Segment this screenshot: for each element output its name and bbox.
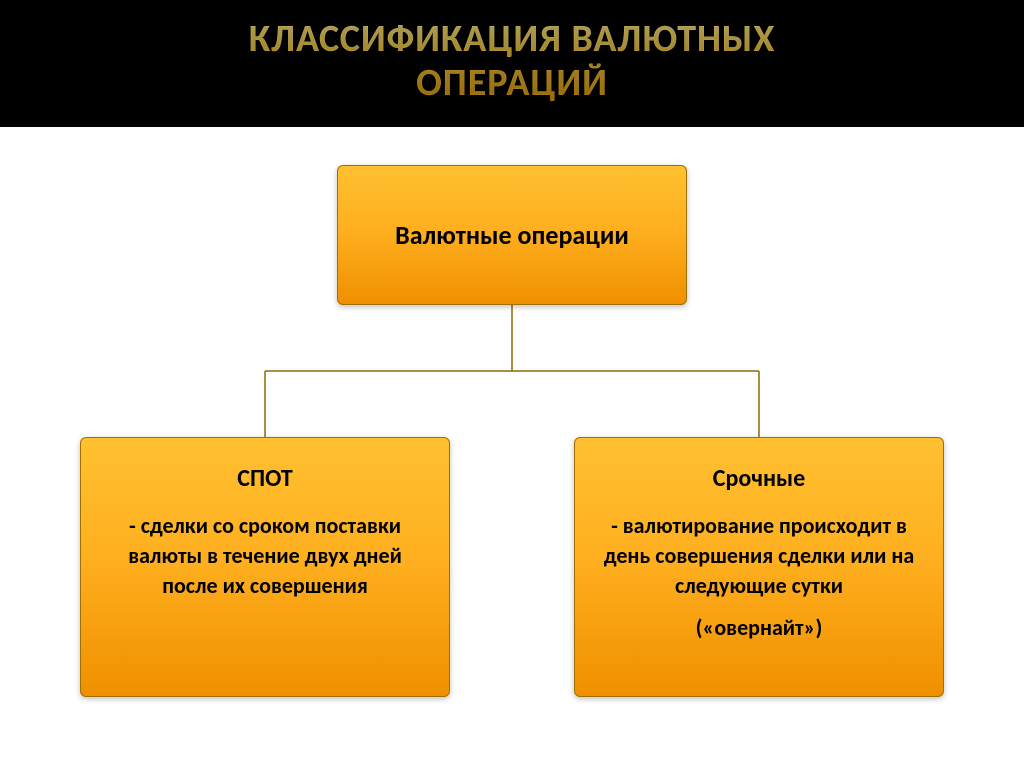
title-line2: ОПЕРАЦИЙ: [416, 60, 608, 106]
child-node-spot: СПОТ - сделки со сроком поставки валюты …: [80, 437, 450, 697]
title-line1: КЛАССИФИКАЦИЯ ВАЛЮТНЫХ: [249, 16, 776, 62]
root-node: Валютные операции: [337, 165, 687, 305]
page-title: КЛАССИФИКАЦИЯ ВАЛЮТНЫХ ОПЕРАЦИЙ: [0, 18, 1024, 105]
header-bar: КЛАССИФИКАЦИЯ ВАЛЮТНЫХ ОПЕРАЦИЙ: [0, 0, 1024, 127]
child-title-urgent: Срочные: [593, 464, 925, 493]
child-extra-urgent: («овернайт»): [593, 614, 925, 641]
child-node-urgent: Срочные - валютирование происходит в ден…: [574, 437, 944, 697]
root-title: Валютные операции: [395, 219, 629, 251]
child-desc-spot: - сделки со сроком поставки валюты в теч…: [99, 511, 431, 600]
child-title-spot: СПОТ: [99, 464, 431, 493]
child-desc-urgent: - валютирование происходит в день соверш…: [593, 511, 925, 600]
diagram-area: Валютные операции СПОТ - сделки со сроко…: [0, 127, 1024, 747]
